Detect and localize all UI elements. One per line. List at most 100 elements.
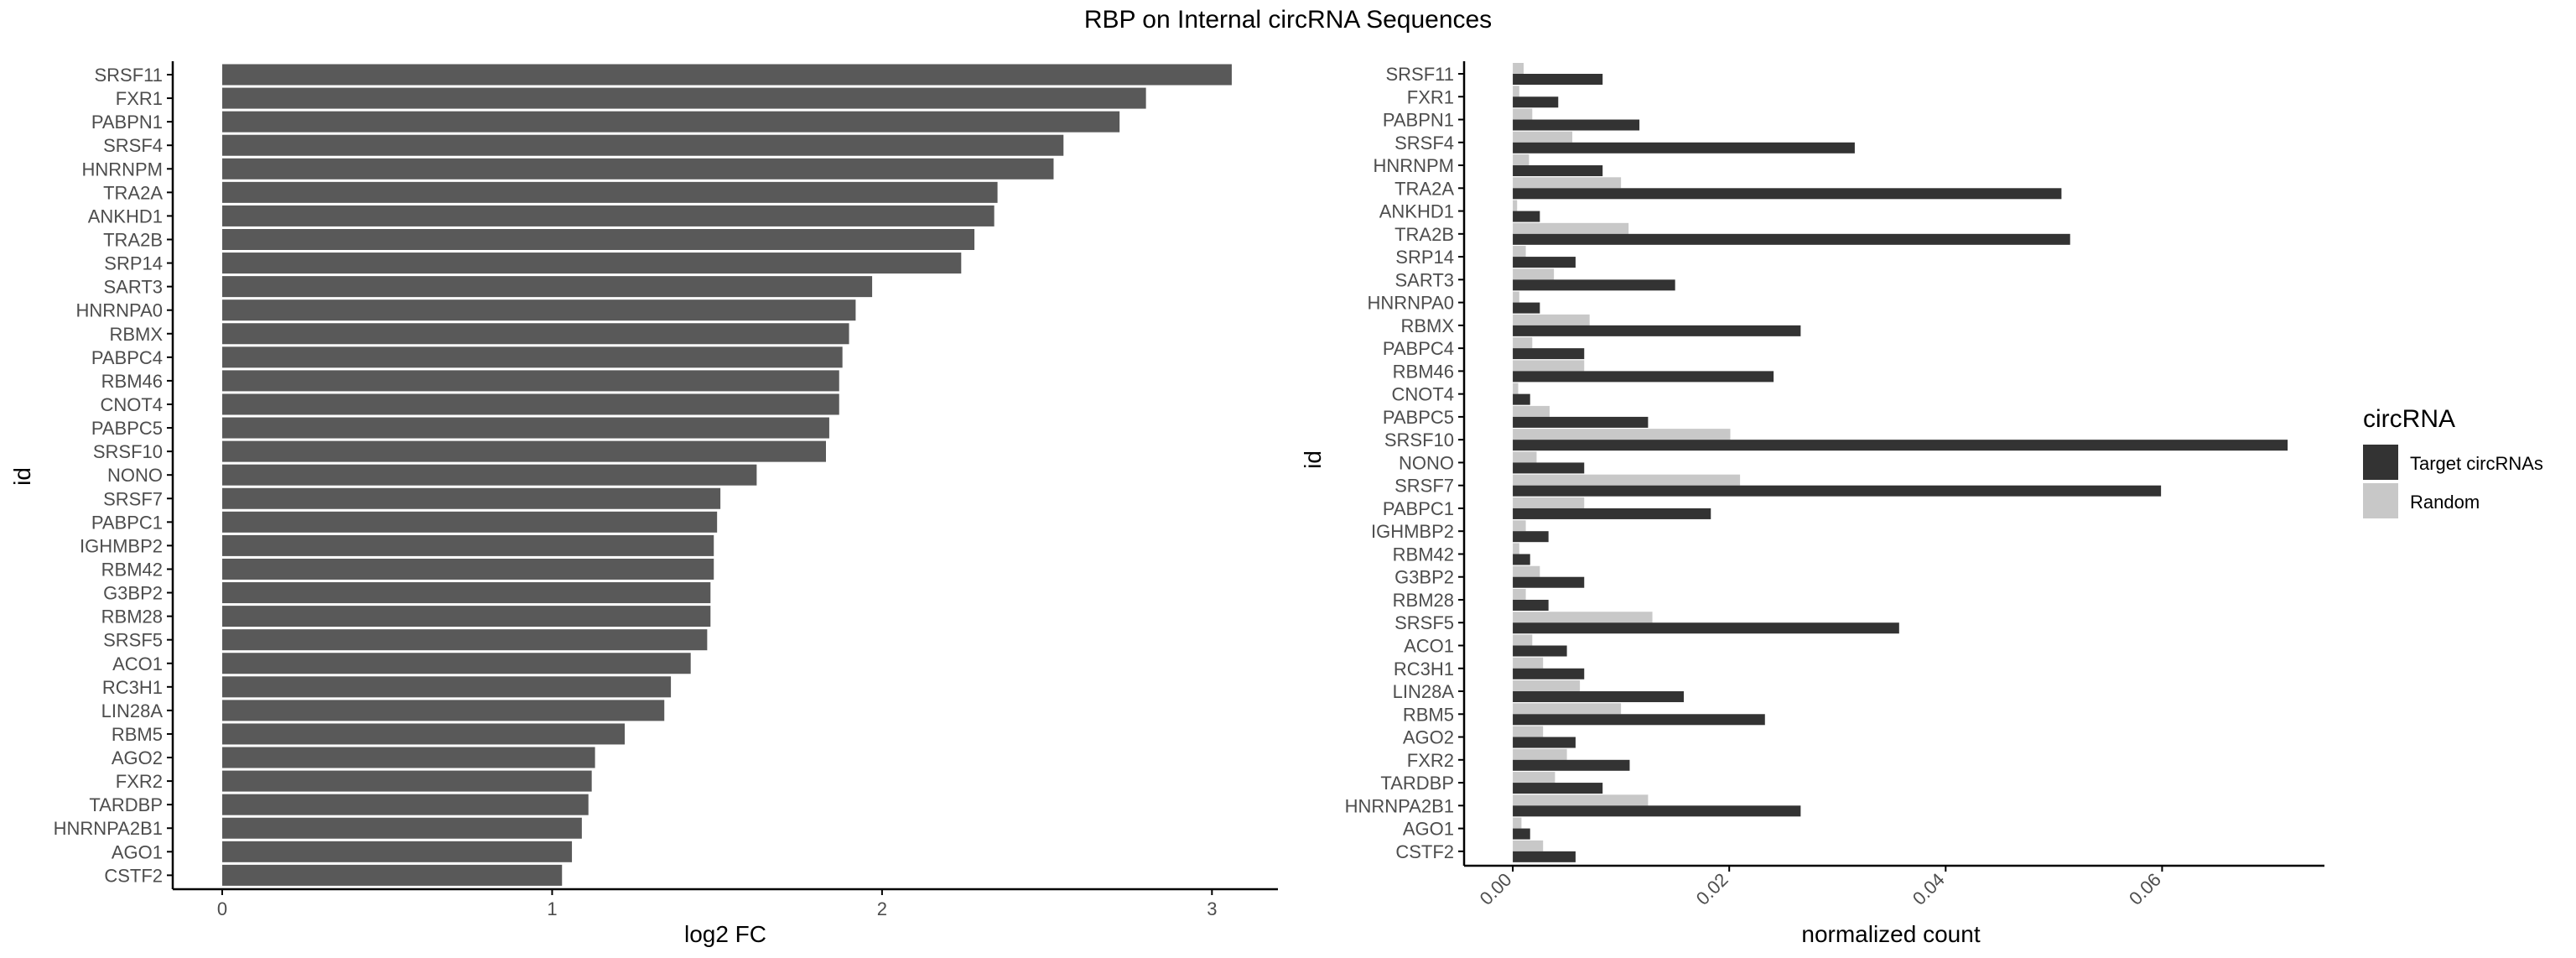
right-y-tick-label-ago2: AGO2	[1403, 727, 1454, 748]
right-y-tick-label-ankhd1: ANKHD1	[1379, 201, 1454, 222]
log2fc-bars	[222, 64, 1232, 886]
left-x-tick-label: 2	[877, 898, 887, 919]
left-y-tick-label-srp14: SRP14	[104, 253, 163, 274]
normalized-count-bars	[1513, 63, 2288, 862]
bar-random-cstf2	[1513, 840, 1544, 851]
right-x-tick-label: 0.06	[2125, 869, 2165, 909]
bar-target-fxr1	[1513, 96, 1559, 108]
bar-log2fc-srsf11	[222, 64, 1232, 86]
bar-target-aco1	[1513, 645, 1567, 657]
bar-random-hnrnpm	[1513, 154, 1530, 166]
right-y-tick-label-cnot4: CNOT4	[1391, 384, 1454, 405]
bar-log2fc-rbmx	[222, 323, 849, 345]
bar-log2fc-rbm28	[222, 606, 711, 627]
bar-log2fc-srsf7	[222, 487, 721, 509]
bar-target-cnot4	[1513, 393, 1530, 405]
right-y-tick-label-nono: NONO	[1399, 452, 1454, 473]
left-y-tick-label-ago1: AGO1	[112, 841, 163, 862]
left-y-tick-label-tra2a: TRA2A	[103, 182, 163, 203]
bar-random-ighmbp2	[1513, 520, 1526, 532]
bar-random-tra2a	[1513, 177, 1622, 189]
bar-random-tardbp	[1513, 772, 1555, 784]
bar-target-rbm46	[1513, 371, 1774, 383]
right-y-tick-label-g3bp2: G3BP2	[1394, 567, 1454, 588]
figure-title: RBP on Internal circRNA Sequences	[1084, 6, 1492, 34]
left-y-tick-label-srsf4: SRSF4	[103, 135, 163, 156]
bar-log2fc-rc3h1	[222, 676, 672, 698]
bar-target-ago2	[1513, 737, 1576, 748]
bar-random-g3bp2	[1513, 565, 1540, 577]
bar-random-pabpc1	[1513, 497, 1585, 508]
left-y-tick-label-rbmx: RBMX	[109, 324, 163, 345]
left-y-tick-label-cnot4: CNOT4	[100, 394, 163, 415]
right-y-tick-label-hnrnpa0: HNRNPA0	[1367, 293, 1454, 314]
left-y-tick-label-rbm5: RBM5	[112, 724, 163, 745]
left-y-tick-label-tra2b: TRA2B	[103, 229, 163, 250]
bar-target-ago1	[1513, 828, 1530, 840]
bar-random-srsf11	[1513, 63, 1524, 74]
right-y-axis-title: id	[1300, 450, 1326, 469]
bar-target-sart3	[1513, 279, 1675, 291]
left-y-tick-label-ighmbp2: IGHMBP2	[80, 535, 163, 556]
bar-target-rbmx	[1513, 325, 1801, 336]
right-x-tick-label: 0.04	[1909, 869, 1949, 909]
bar-log2fc-srsf4	[222, 134, 1064, 156]
left-y-tick-label-lin28a: LIN28A	[101, 700, 164, 721]
left-y-tick-label-pabpn1: PABPN1	[91, 112, 163, 133]
left-y-tick-label-sart3: SART3	[103, 277, 163, 298]
bar-log2fc-srsf10	[222, 440, 826, 462]
bar-target-g3bp2	[1513, 576, 1585, 588]
left-y-tick-label-rc3h1: RC3H1	[102, 677, 163, 698]
bar-random-srsf5	[1513, 612, 1653, 623]
bar-log2fc-rbm46	[222, 370, 839, 392]
left-y-tick-label-rbm42: RBM42	[101, 559, 163, 580]
bar-target-pabpc5	[1513, 416, 1649, 428]
bar-log2fc-aco1	[222, 653, 691, 674]
right-y-tick-label-hnrnpm: HNRNPM	[1373, 155, 1454, 176]
right-y-tick-label-tardbp: TARDBP	[1380, 773, 1454, 794]
bar-random-rbm5	[1513, 703, 1622, 715]
bar-random-pabpc5	[1513, 405, 1550, 417]
bar-target-ankhd1	[1513, 211, 1540, 222]
left-x-tick-labels: 0 1 2 3	[217, 889, 1217, 919]
bar-random-lin28a	[1513, 680, 1581, 692]
bar-log2fc-srsf5	[222, 629, 708, 651]
bar-log2fc-hnrnpm	[222, 158, 1054, 180]
left-y-tick-label-srsf10: SRSF10	[93, 441, 163, 462]
left-y-tick-label-aco1: ACO1	[112, 653, 163, 674]
legend: circRNA Target circRNAs Random	[2363, 405, 2543, 518]
legend-label-random: Random	[2410, 492, 2480, 513]
bar-log2fc-srp14	[222, 253, 962, 274]
bar-random-rbmx	[1513, 314, 1590, 325]
bar-random-fxr2	[1513, 748, 1567, 760]
right-y-tick-label-rbm5: RBM5	[1403, 704, 1454, 725]
bar-random-rbm28	[1513, 588, 1526, 600]
left-y-tick-label-hnrnpa2b1: HNRNPA2B1	[54, 818, 163, 839]
left-y-tick-label-pabpc5: PABPC5	[91, 418, 163, 439]
bar-random-tra2b	[1513, 222, 1629, 234]
bar-random-pabpn1	[1513, 108, 1533, 120]
bar-log2fc-hnrnpa0	[222, 299, 856, 321]
bar-random-hnrnpa2b1	[1513, 794, 1649, 806]
bar-target-rbm5	[1513, 714, 1765, 726]
bar-target-fxr2	[1513, 759, 1630, 771]
bar-log2fc-ankhd1	[222, 205, 995, 226]
bar-random-sart3	[1513, 268, 1555, 280]
bar-target-srsf10	[1513, 440, 2288, 451]
right-y-tick-label-srsf5: SRSF5	[1394, 612, 1454, 633]
bar-random-hnrnpa0	[1513, 291, 1519, 303]
bar-log2fc-pabpn1	[222, 111, 1120, 133]
left-x-tick-label: 1	[547, 898, 557, 919]
right-y-tick-label-cstf2: CSTF2	[1395, 841, 1454, 862]
bar-log2fc-pabpc1	[222, 511, 718, 533]
bar-log2fc-cnot4	[222, 393, 839, 415]
bar-log2fc-nono	[222, 464, 757, 486]
bar-log2fc-rbm42	[222, 558, 714, 580]
right-y-tick-label-pabpc1: PABPC1	[1383, 498, 1454, 519]
right-x-tick-labels: 0.00 0.02 0.04 0.06	[1476, 866, 2165, 909]
right-y-tick-label-srsf4: SRSF4	[1394, 133, 1454, 154]
left-y-tick-label-fxr1: FXR1	[116, 88, 163, 109]
bar-random-rbm46	[1513, 360, 1585, 372]
